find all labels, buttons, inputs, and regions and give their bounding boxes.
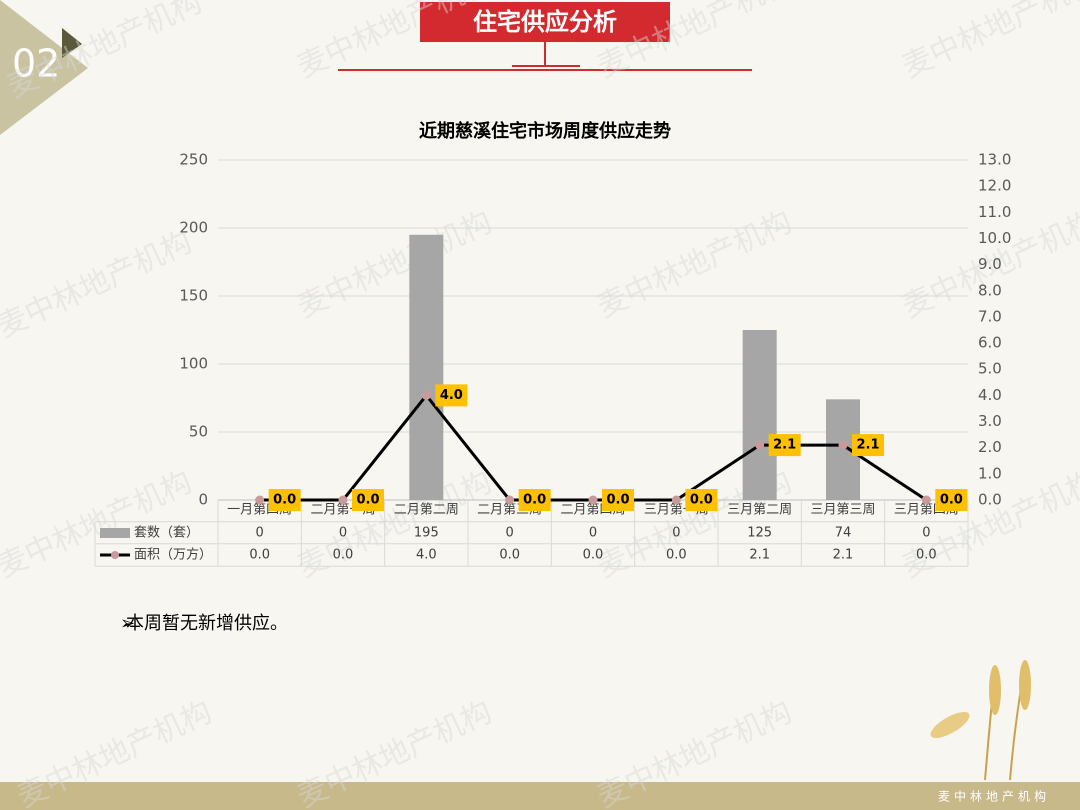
header-title: 住宅供应分析 bbox=[473, 8, 617, 36]
marker bbox=[338, 495, 348, 505]
label-box bbox=[268, 489, 301, 511]
y-tick-label: 0 bbox=[198, 491, 208, 509]
label-box bbox=[518, 489, 551, 511]
table-cell: 0 bbox=[589, 526, 597, 541]
wheat bbox=[930, 660, 1031, 781]
y2-tick-label: 13.0 bbox=[978, 151, 1011, 169]
x-tick-label: 三月第三周 bbox=[810, 503, 875, 518]
footer-band bbox=[0, 782, 1080, 810]
label-box bbox=[602, 489, 634, 511]
bullet-arrow: ➢ bbox=[120, 613, 135, 634]
legend-label: 套数（套） bbox=[134, 525, 199, 541]
table-cell: 0.0 bbox=[583, 548, 604, 563]
y2-tick-label: 10.0 bbox=[978, 229, 1011, 247]
table-cell: 0.0 bbox=[249, 548, 270, 563]
corner-arrow bbox=[62, 28, 82, 58]
marker bbox=[255, 495, 265, 505]
y2-tick-label: 12.0 bbox=[978, 177, 1011, 195]
table-cell: 0.0 bbox=[333, 548, 354, 563]
y-tick-label: 150 bbox=[179, 287, 208, 305]
table-cell: 74 bbox=[835, 526, 852, 541]
table-cell: 2.1 bbox=[749, 548, 770, 563]
table-cell: 0 bbox=[339, 526, 347, 541]
footer-text: 麦中林地产机构 bbox=[938, 789, 1050, 804]
bar bbox=[742, 330, 777, 500]
table-cell: 0 bbox=[672, 526, 680, 541]
table-cell: 0 bbox=[506, 526, 514, 541]
bar bbox=[409, 234, 444, 501]
y-tick-label: 250 bbox=[179, 151, 208, 169]
label-box bbox=[352, 489, 384, 511]
x-tick-label: 二月第二周 bbox=[394, 503, 459, 518]
data-label: 4.0 bbox=[440, 388, 463, 403]
marker bbox=[421, 390, 431, 400]
data-label: 0.0 bbox=[606, 493, 629, 508]
legend-swatch bbox=[100, 528, 130, 538]
data-label: 0.0 bbox=[356, 493, 379, 508]
y2-tick-label: 3.0 bbox=[978, 412, 1002, 430]
table-cell: 2.1 bbox=[833, 548, 854, 563]
y2-tick-label: 0.0 bbox=[978, 491, 1002, 509]
data-label: 0.0 bbox=[940, 493, 963, 508]
y2-tick-label: 5.0 bbox=[978, 360, 1002, 378]
y-tick-label: 100 bbox=[179, 355, 208, 373]
chart-title: 近期慈溪住宅市场周度供应走势 bbox=[419, 120, 671, 142]
label-box bbox=[852, 434, 884, 457]
marker bbox=[505, 495, 515, 505]
label-box bbox=[768, 434, 801, 457]
corner-triangle bbox=[0, 0, 88, 135]
bullet-text: 本周暂无新增供应。 bbox=[126, 613, 288, 634]
label-box bbox=[435, 384, 468, 407]
y2-tick-label: 9.0 bbox=[978, 255, 1002, 273]
data-label: 0.0 bbox=[523, 493, 546, 508]
section-number: 02 bbox=[12, 42, 60, 86]
y2-tick-label: 7.0 bbox=[978, 307, 1002, 325]
y2-tick-label: 11.0 bbox=[978, 203, 1011, 221]
label-box bbox=[935, 489, 968, 511]
data-label: 0.0 bbox=[690, 493, 713, 508]
y2-tick-label: 6.0 bbox=[978, 334, 1002, 352]
table-cell: 0 bbox=[922, 526, 930, 541]
table-cell: 195 bbox=[414, 526, 439, 541]
x-tick-label: 三月第二周 bbox=[727, 503, 792, 518]
legend-label: 面积（万方） bbox=[134, 547, 212, 563]
table-cell: 0.0 bbox=[666, 548, 687, 563]
data-label: 2.1 bbox=[773, 438, 796, 453]
marker bbox=[838, 440, 848, 450]
y-tick-label: 200 bbox=[179, 219, 208, 237]
y2-tick-label: 1.0 bbox=[978, 464, 1002, 482]
table-cell: 4.0 bbox=[416, 548, 437, 563]
data-label: 2.1 bbox=[856, 438, 879, 453]
table-cell: 0.0 bbox=[499, 548, 520, 563]
table-cell: 125 bbox=[747, 526, 772, 541]
table-cell: 0 bbox=[256, 526, 264, 541]
marker bbox=[671, 495, 681, 505]
marker bbox=[755, 440, 765, 450]
legend-marker bbox=[111, 551, 119, 559]
y-tick-label: 50 bbox=[189, 423, 208, 441]
marker bbox=[588, 495, 598, 505]
header-box bbox=[420, 2, 670, 42]
y2-tick-label: 2.0 bbox=[978, 438, 1002, 456]
y2-tick-label: 4.0 bbox=[978, 386, 1002, 404]
label-box bbox=[685, 489, 718, 511]
table-cell: 0.0 bbox=[916, 548, 937, 563]
marker bbox=[921, 495, 931, 505]
y2-tick-label: 8.0 bbox=[978, 281, 1002, 299]
data-label: 0.0 bbox=[273, 493, 296, 508]
